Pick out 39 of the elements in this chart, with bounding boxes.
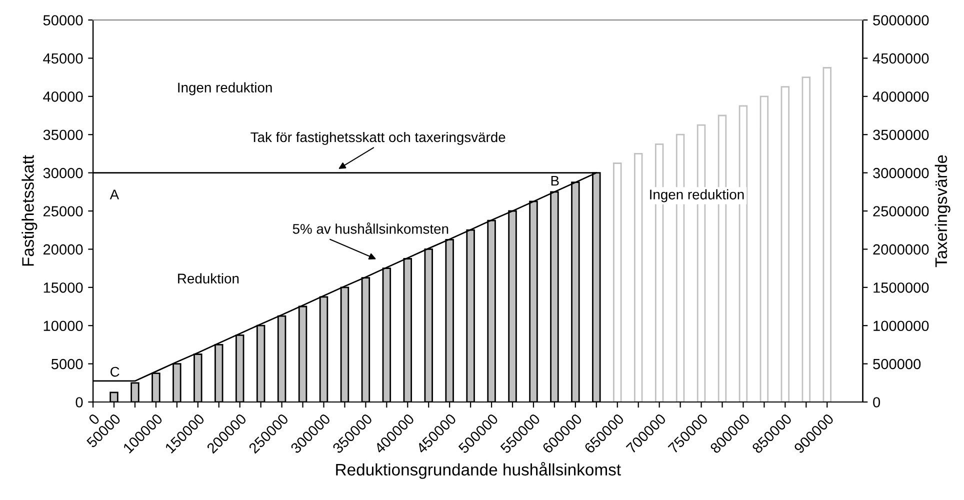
y2-tick-label: 2000000	[873, 244, 929, 255]
y-tick-label: 40000	[43, 92, 83, 102]
y-tick-label: 25000	[43, 206, 83, 216]
y-tick-label: 0	[76, 397, 83, 408]
y2-tick-label: 3500000	[873, 130, 929, 140]
y2-tick-label: 4000000	[872, 92, 929, 102]
annotation: Ingen reduktion	[178, 82, 272, 96]
y2-axis-title: Taxeringsvärde	[934, 155, 950, 268]
y-tick-label: 45000	[43, 53, 83, 64]
annotation: A	[110, 190, 120, 200]
annotation: C	[110, 366, 120, 377]
y-tick-label: 30000	[43, 168, 83, 178]
y2-tick-label: 500000	[873, 358, 921, 370]
y-tick-label: 20000	[43, 244, 83, 255]
y2-tick-label: 4500000	[872, 53, 929, 64]
y-tick-label: 50000	[43, 15, 83, 26]
annotation: Reduktion	[178, 273, 239, 284]
y2-tick-label: 2500000	[873, 206, 929, 216]
bar	[613, 162, 622, 402]
annotation: Tak för fastighetsskatt och taxeringsvärde	[250, 132, 506, 145]
y2-tick-label: 1500000	[874, 282, 929, 293]
y-tick-label: 35000	[43, 130, 83, 140]
y2-tick-label: 5000000	[873, 15, 929, 26]
bar	[760, 96, 769, 402]
y2-tick-label: 1000000	[874, 320, 929, 332]
y2-tick-label: 0	[873, 397, 880, 408]
bar	[780, 86, 790, 402]
y-tick-label: 10000	[44, 320, 83, 332]
y2-tick-label: 3000000	[873, 168, 929, 178]
bar	[634, 153, 643, 402]
y-axis-title: Fastighetsskatt	[22, 155, 38, 266]
annotation: Ingen reduktion	[650, 189, 744, 202]
y-tick-label: 15000	[44, 282, 83, 293]
annotation: B	[551, 176, 559, 186]
bar	[822, 67, 832, 402]
x-axis-title: Reduktionsgrundande hushållsinkomst	[336, 462, 621, 479]
annotation: 5% av hushållsinkomsten	[292, 222, 448, 234]
bar	[802, 76, 811, 402]
y-tick-label: 5000	[51, 358, 83, 370]
